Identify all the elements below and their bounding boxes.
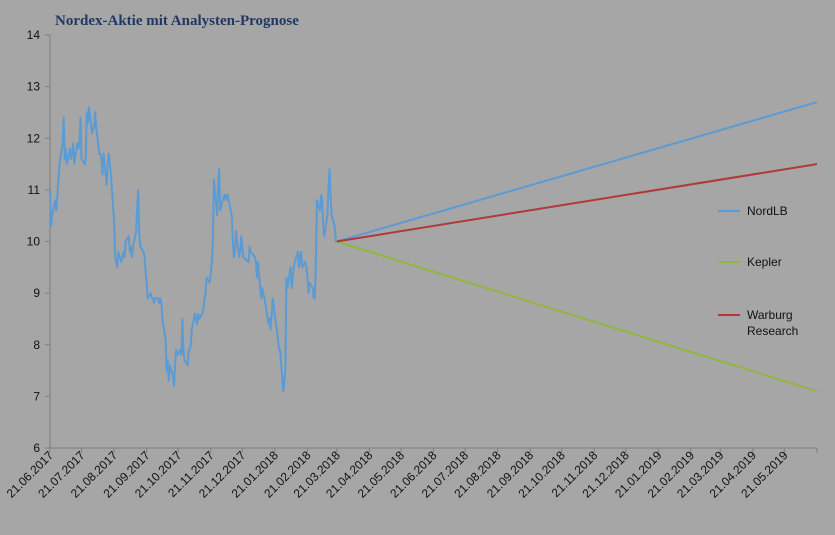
chart-title: Nordex-Aktie mit Analysten-Prognose [55, 13, 299, 29]
y-tick-label: 14 [27, 28, 41, 42]
plot-area: 6789101112131421.06.201721.07.201721.08.… [4, 28, 818, 501]
legend-label: Warburg [747, 308, 793, 322]
y-tick-label: 6 [33, 441, 40, 455]
y-tick-label: 8 [33, 338, 40, 352]
series-line-nordlb [336, 101, 818, 243]
y-tick-label: 12 [27, 131, 41, 145]
y-tick-label: 9 [33, 286, 40, 300]
series-line-warburg-research [336, 163, 818, 243]
legend-label: Research [747, 324, 798, 338]
y-tick-label: 7 [33, 389, 40, 403]
y-tick-label: 13 [27, 80, 41, 94]
series-line-kurs [49, 106, 337, 393]
y-tick-label: 11 [28, 183, 41, 197]
legend-label: NordLB [747, 204, 788, 218]
y-tick-label: 10 [27, 235, 41, 249]
legend-label: Kepler [747, 255, 782, 269]
series-line-kepler [336, 240, 818, 393]
